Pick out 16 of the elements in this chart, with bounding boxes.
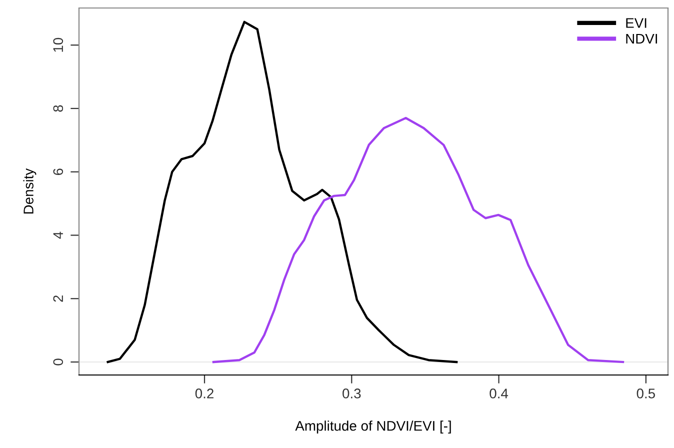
y-tick-label: 10 [53,38,64,52]
y-axis-title: Density [23,168,36,214]
y-tick-label: 2 [53,295,63,302]
x-tick-label: 0.5 [636,388,655,398]
y-tick-label: 6 [53,168,64,176]
y-tick-label: 8 [53,105,64,112]
line-series [106,20,458,364]
legend-label: EVI [626,18,646,28]
x-tick-label: 0.4 [490,388,508,398]
y-tick-label: 4 [53,232,63,239]
legend-label: NDVI [626,34,657,44]
line-series [212,116,624,364]
x-tick-label: 0.3 [342,388,361,398]
x-axis-title: Amplitude of NDVI/EVI [-] [295,420,451,434]
y-tick-label: 0 [53,358,64,366]
x-tick-label: 0.2 [195,388,214,398]
